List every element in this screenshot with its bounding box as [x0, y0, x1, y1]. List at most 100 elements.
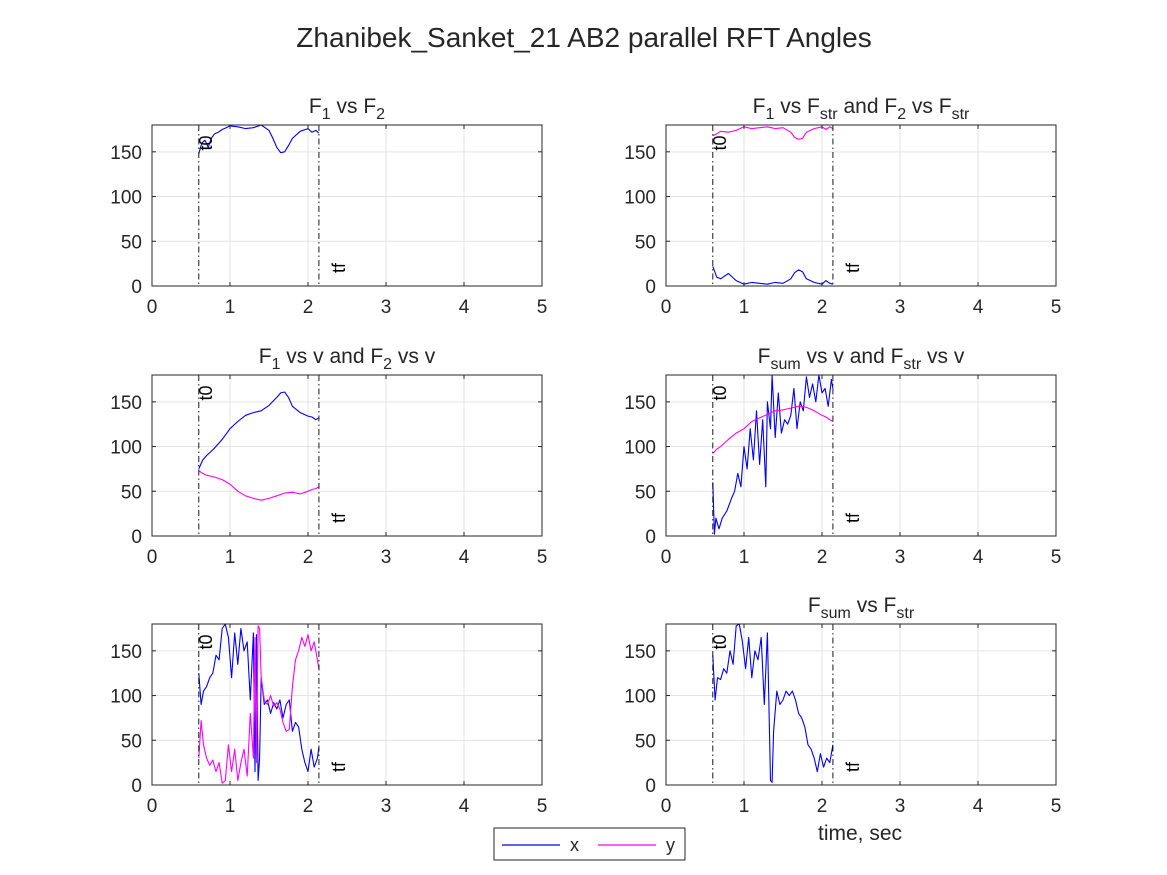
- x-tick-label: 5: [1051, 796, 1062, 817]
- series-line-x: [198, 125, 320, 154]
- x-tick-label: 2: [817, 547, 828, 568]
- marker-label-t0: t0: [710, 634, 730, 649]
- subplot-title: F1 vs Fstr and F2 vs Fstr: [753, 95, 970, 123]
- x-tick-label: 0: [661, 796, 672, 817]
- series-line-y: [712, 405, 834, 455]
- x-tick-label: 2: [817, 297, 828, 318]
- y-tick-label: 150: [624, 143, 656, 164]
- x-tick-label: 4: [973, 297, 984, 318]
- marker-label-tf: tf: [843, 262, 863, 273]
- subplot-title: F1 vs v and F2 vs v: [259, 345, 436, 373]
- x-tick-label: 1: [225, 547, 236, 568]
- y-tick-label: 0: [645, 527, 656, 548]
- x-tick-label: 0: [147, 547, 158, 568]
- marker-label-t0: t0: [710, 385, 730, 400]
- x-tick-label: 2: [303, 796, 314, 817]
- x-tick-label: 5: [537, 796, 548, 817]
- y-tick-label: 100: [110, 687, 142, 708]
- x-tick-label: 5: [537, 547, 548, 568]
- x-tick-label: 5: [537, 297, 548, 318]
- y-tick-label: 50: [121, 482, 142, 503]
- series-line-x: [712, 375, 834, 535]
- legend-label-y: y: [666, 835, 675, 855]
- x-tick-label: 4: [459, 297, 470, 318]
- x-tick-label: 3: [381, 796, 392, 817]
- subplot-title: Fsum vs v and Fstr vs v: [758, 345, 965, 373]
- series-line-y: [712, 126, 834, 140]
- y-tick-label: 100: [110, 188, 142, 209]
- x-tick-label: 0: [147, 796, 158, 817]
- marker-label-tf: tf: [329, 512, 349, 523]
- y-tick-label: 150: [110, 393, 142, 414]
- figure-title: Zhanibek_Sanket_21 AB2 parallel RFT Angl…: [296, 22, 871, 53]
- series-line-x: [712, 624, 834, 783]
- y-tick-label: 100: [624, 188, 656, 209]
- x-tick-label: 1: [225, 297, 236, 318]
- x-tick-label: 4: [459, 796, 470, 817]
- x-tick-label: 1: [739, 796, 750, 817]
- axes-box: [151, 623, 543, 786]
- x-tick-label: 4: [973, 796, 984, 817]
- x-tick-label: 2: [303, 297, 314, 318]
- y-tick-label: 150: [110, 143, 142, 164]
- axes-box: [151, 124, 543, 287]
- marker-label-t0: t0: [710, 135, 730, 150]
- y-tick-label: 100: [110, 438, 142, 459]
- marker-label-t0: t0: [196, 385, 216, 400]
- y-tick-label: 100: [624, 438, 656, 459]
- marker-label-t0: t0: [196, 634, 216, 649]
- legend-label-x: x: [570, 835, 579, 855]
- axes-box: [151, 374, 543, 537]
- x-tick-label: 0: [661, 547, 672, 568]
- series-line-y: [198, 625, 320, 784]
- marker-label-tf: tf: [329, 262, 349, 273]
- axes-box: [665, 124, 1057, 287]
- x-tick-label: 3: [381, 547, 392, 568]
- y-tick-label: 150: [624, 393, 656, 414]
- marker-label-tf: tf: [843, 761, 863, 772]
- x-tick-label: 1: [225, 796, 236, 817]
- x-axis-label: time, sec: [818, 822, 902, 845]
- y-tick-label: 0: [131, 527, 142, 548]
- y-tick-label: 0: [131, 776, 142, 797]
- x-tick-label: 3: [895, 796, 906, 817]
- y-tick-label: 150: [110, 642, 142, 663]
- x-tick-label: 4: [973, 547, 984, 568]
- x-tick-label: 0: [147, 297, 158, 318]
- x-tick-label: 5: [1051, 547, 1062, 568]
- series-line-x: [198, 624, 320, 782]
- legend: x y: [493, 827, 686, 861]
- series-line-y: [198, 470, 320, 501]
- y-tick-label: 50: [121, 731, 142, 752]
- series-line-x: [712, 266, 834, 285]
- subplot-title: Fsum vs Fstr: [808, 594, 915, 622]
- axes-box: [665, 623, 1057, 786]
- x-tick-label: 2: [817, 796, 828, 817]
- marker-label-tf: tf: [843, 512, 863, 523]
- y-tick-label: 50: [635, 232, 656, 253]
- subplot-title: F1 vs F2: [309, 95, 385, 123]
- y-tick-label: 0: [131, 277, 142, 298]
- y-tick-label: 50: [121, 232, 142, 253]
- x-tick-label: 1: [739, 297, 750, 318]
- y-tick-label: 0: [645, 277, 656, 298]
- x-tick-label: 4: [459, 547, 470, 568]
- x-tick-label: 3: [895, 297, 906, 318]
- axes-box: [665, 374, 1057, 537]
- y-tick-label: 50: [635, 482, 656, 503]
- x-tick-label: 3: [381, 297, 392, 318]
- y-tick-label: 150: [624, 642, 656, 663]
- x-tick-label: 3: [895, 547, 906, 568]
- x-tick-label: 0: [661, 297, 672, 318]
- y-tick-label: 50: [635, 731, 656, 752]
- series-line-x: [198, 391, 320, 470]
- marker-label-t0: t0: [196, 135, 216, 150]
- x-tick-label: 2: [303, 547, 314, 568]
